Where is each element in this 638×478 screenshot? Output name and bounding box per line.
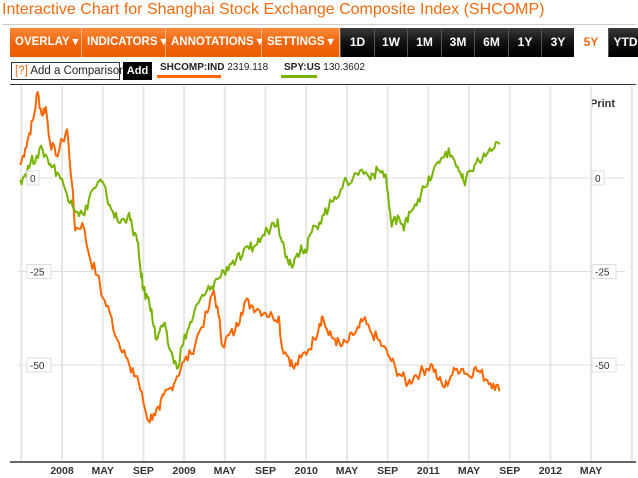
- chart-top-border: [10, 84, 636, 85]
- range-button-1w[interactable]: 1W: [374, 28, 407, 57]
- y-tick-label-box: [26, 357, 52, 373]
- y-tick-label: -25: [30, 268, 45, 279]
- x-tick-label: 2011: [417, 465, 440, 477]
- x-tick-label: SEP: [255, 465, 276, 477]
- series-lines: [19, 91, 501, 424]
- x-tick-label: MAY: [458, 465, 480, 477]
- y-tick-label-left: 0: [26, 170, 40, 186]
- x-tick-label: SEP: [133, 465, 154, 477]
- y-tick-label: 0: [595, 174, 601, 185]
- annotations-menu-button[interactable]: ANNOTATIONS ▾: [166, 28, 263, 57]
- settings-menu-button[interactable]: SETTINGS ▾: [262, 28, 340, 57]
- x-tick-label: 2009: [172, 465, 196, 477]
- add-comparison-input[interactable]: [?] Add a Comparison: [11, 62, 126, 80]
- series-line-shcomp: [19, 91, 501, 424]
- x-tick-label: 2008: [50, 465, 74, 477]
- indicators-menu-button[interactable]: INDICATORS ▾: [82, 28, 166, 57]
- add-comparison-placeholder: Add a Comparison: [30, 65, 126, 77]
- range-button-1d[interactable]: 1D: [340, 28, 374, 57]
- y-tick-label-box: [26, 264, 52, 279]
- title-divider: [2, 24, 636, 25]
- range-button-5y[interactable]: 5Y: [574, 28, 608, 57]
- x-axis-labels: 2008 MAY SEP 2009 MAY SEP 2010 MAY SEP 2011 MAY SEP…: [50, 465, 602, 477]
- horizontal-gridlines: [18, 177, 625, 366]
- x-tick-label: 2010: [295, 465, 319, 477]
- y-tick-label-box: [591, 264, 617, 279]
- page-title: Interactive Chart for Shanghai Stock Exc…: [2, 1, 545, 18]
- x-tick-label: MAY: [580, 465, 602, 477]
- y-tick-label: -50: [595, 361, 610, 372]
- add-comparison-button[interactable]: Add: [123, 62, 152, 80]
- y-tick-label-box: [26, 170, 40, 186]
- y-tick-label-right: -25: [591, 264, 617, 279]
- y-tick-label-left: -50: [26, 357, 52, 373]
- x-tick-label: SEP: [499, 465, 520, 477]
- range-button-1y[interactable]: 1Y: [508, 28, 541, 57]
- x-tick-label: MAY: [336, 465, 358, 477]
- legend-spy: SPY:US 130.3602: [284, 62, 365, 73]
- legend-shcomp-swatch: [157, 75, 221, 78]
- legend-spy-value: 130.3602: [323, 62, 365, 73]
- overlay-menu-button[interactable]: OVERLAY ▾: [10, 28, 82, 57]
- y-tick-label-box: [591, 357, 617, 373]
- help-icon[interactable]: [?]: [15, 65, 28, 77]
- y-tick-label-left: -25: [26, 264, 52, 279]
- y-tick-label: -50: [30, 361, 45, 372]
- range-button-ytd[interactable]: YTD: [608, 28, 638, 57]
- range-button-1m[interactable]: 1M: [407, 28, 441, 57]
- x-tick-label: 2012: [539, 465, 563, 477]
- y-tick-label: 0: [30, 174, 36, 185]
- legend-spy-swatch: [281, 75, 317, 78]
- y-axis-labels: 0 0 -25 -25 -50 -50: [26, 170, 617, 373]
- legend-shcomp-name: SHCOMP:IND: [160, 62, 225, 73]
- x-tick-label: SEP: [377, 465, 398, 477]
- y-tick-label-box: [591, 170, 605, 186]
- legend-spy-name: SPY:US: [284, 62, 321, 73]
- range-button-3m[interactable]: 3M: [441, 28, 474, 57]
- range-button-6m[interactable]: 6M: [474, 28, 508, 57]
- vertical-gridlines: [20, 86, 633, 461]
- legend-shcomp: SHCOMP:IND 2319.118: [160, 62, 268, 73]
- x-tick-label: MAY: [214, 465, 236, 477]
- x-tick-label: MAY: [92, 465, 114, 477]
- legend-shcomp-value: 2319.118: [227, 62, 269, 73]
- y-tick-label-right: 0: [591, 170, 605, 186]
- series-line-spy: [19, 141, 501, 370]
- y-tick-label: -25: [595, 268, 610, 279]
- chart-toolbar: OVERLAY ▾ INDICATORS ▾ ANNOTATIONS ▾ SET…: [10, 28, 638, 57]
- y-tick-label-right: -50: [591, 357, 617, 373]
- print-button[interactable]: Print: [590, 98, 616, 110]
- range-button-3y[interactable]: 3Y: [541, 28, 574, 57]
